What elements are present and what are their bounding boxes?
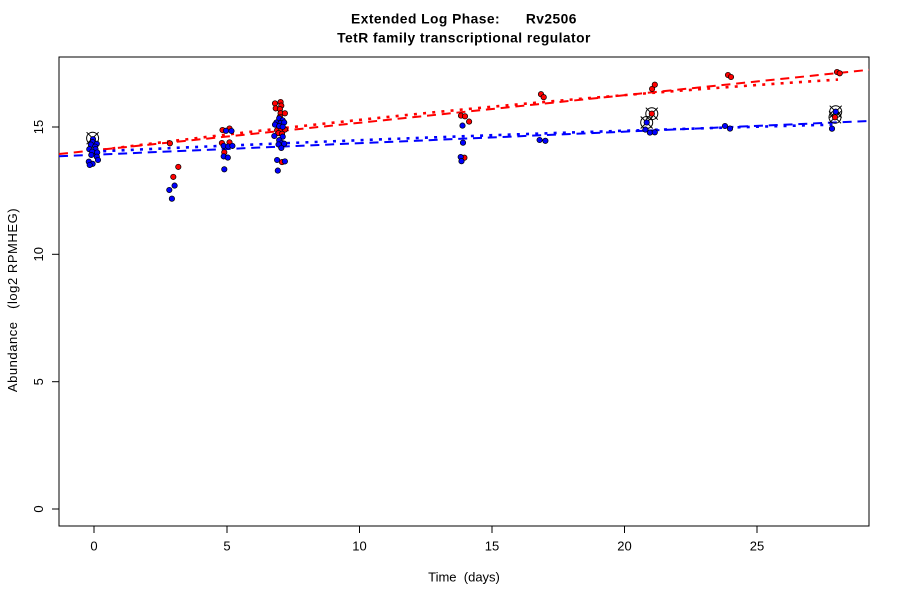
svg-text:5: 5 [31,378,46,385]
svg-text:Extended Log Phase: Rv250: Extended Log Phase: Rv2506 [351,11,577,26]
svg-text:Time (days): Time (days) [428,570,500,585]
svg-text:10: 10 [352,539,366,554]
svg-text:0: 0 [31,505,46,512]
svg-text:5: 5 [223,539,230,554]
svg-text:15: 15 [31,120,46,134]
svg-text:TetR family transcriptional re: TetR family transcriptional regulator [337,30,591,45]
svg-text:20: 20 [617,539,631,554]
svg-text:0: 0 [90,539,97,554]
svg-text:10: 10 [31,247,46,261]
svg-text:Abundance (log2 RPMHEG): Abundance (log2 RPMHEG) [5,208,20,392]
svg-text:25: 25 [750,539,764,554]
svg-text:15: 15 [485,539,499,554]
